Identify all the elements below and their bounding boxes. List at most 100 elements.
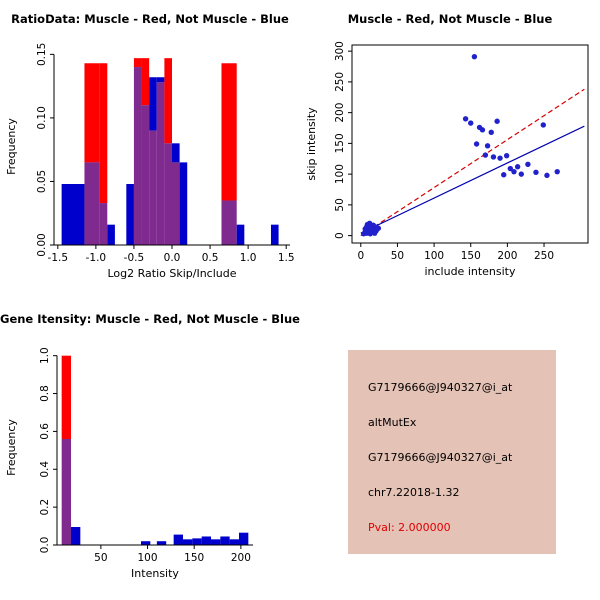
hist-bar-red bbox=[99, 63, 108, 204]
fit-line-dashed bbox=[360, 88, 585, 237]
x-tick-label: 200 bbox=[497, 250, 517, 262]
x-tick-label: 0.0 bbox=[164, 252, 181, 264]
hist-bar-blue bbox=[183, 539, 193, 545]
gene-intensity-plot: 50 100 150 200 0.0 0.2 0.4 0.6 0.8 1.0 Intensity Fr… bbox=[5, 347, 253, 580]
probe-id-repeat-line: G7179666@J940327@i_at bbox=[368, 451, 513, 464]
y-tick-label: 0.00 bbox=[36, 233, 48, 256]
scatter-point bbox=[554, 168, 560, 175]
hist-bar-overlap bbox=[156, 82, 165, 245]
scatter-point bbox=[372, 230, 378, 236]
info-panel: G7179666@J940327@i_at altMutEx G7179666@… bbox=[300, 300, 600, 600]
scatter-point bbox=[482, 152, 489, 158]
y-axis-label: skip intensity bbox=[305, 107, 318, 181]
hist-bar-blue bbox=[126, 183, 134, 245]
y-tick-label: 1.0 bbox=[39, 347, 51, 364]
hist-bar-blue bbox=[141, 541, 151, 545]
x-tick-label: 150 bbox=[184, 552, 204, 564]
x-tick-label: 100 bbox=[424, 250, 444, 262]
scatter-point bbox=[511, 168, 517, 175]
hist-bar-blue bbox=[156, 77, 165, 83]
scatter-point bbox=[479, 127, 486, 133]
event-type-line: altMutEx bbox=[368, 416, 417, 429]
scatter-point bbox=[473, 141, 480, 147]
hist-bar-blue bbox=[149, 77, 157, 131]
x-tick-label: 0.5 bbox=[202, 252, 219, 264]
y-axis-label: Frequency bbox=[5, 419, 18, 476]
hist-bar-overlap bbox=[61, 438, 71, 545]
scatter-point bbox=[503, 152, 510, 159]
hist-bar-blue bbox=[201, 536, 211, 545]
y-axis-label: Frequency bbox=[5, 118, 18, 175]
hist-bar-blue bbox=[173, 534, 183, 545]
ratio-histogram-title: RatioData: Muscle - Red, Not Muscle - Bl… bbox=[11, 12, 289, 26]
x-tick-label: 200 bbox=[231, 552, 251, 564]
hist-bar-overlap bbox=[141, 105, 150, 246]
y-tick-label: 0.10 bbox=[36, 106, 48, 129]
hist-bar-red bbox=[141, 58, 150, 106]
scatter-point bbox=[533, 169, 539, 175]
hist-bar-blue bbox=[156, 541, 167, 545]
y-tick-label: 0.6 bbox=[39, 423, 51, 440]
x-tick-label: 50 bbox=[391, 250, 404, 262]
y-tick-label: 0.2 bbox=[39, 499, 51, 516]
hist-bar-red bbox=[133, 58, 142, 68]
ratio-histogram-panel: RatioData: Muscle - Red, Not Muscle - Bl… bbox=[0, 0, 300, 300]
scatter-point bbox=[525, 161, 531, 167]
probe-id-line: G7179666@J940327@i_at bbox=[368, 381, 513, 394]
hist-bar-blue bbox=[172, 143, 180, 163]
y-tick-label: 0.8 bbox=[39, 385, 51, 402]
plot-box bbox=[351, 44, 589, 244]
fit-line-solid bbox=[360, 125, 585, 234]
x-tick-label: 1.0 bbox=[240, 252, 257, 264]
gene-intensity-title: Gene Itensity: Muscle - Red, Not Muscle … bbox=[0, 312, 300, 326]
hist-bar-blue bbox=[61, 183, 85, 245]
scatter-point bbox=[488, 129, 494, 136]
x-tick-label: 1.5 bbox=[278, 252, 295, 264]
scatter-point bbox=[490, 154, 497, 160]
hist-bar-blue bbox=[270, 224, 279, 245]
scatter-point bbox=[540, 122, 546, 128]
hist-bar-overlap bbox=[172, 162, 180, 245]
hist-bar-blue bbox=[236, 224, 245, 245]
x-tick-label: -0.5 bbox=[124, 252, 145, 264]
hist-bar-red bbox=[61, 355, 71, 439]
scatter-point bbox=[497, 155, 503, 161]
hist-bar-red bbox=[164, 58, 172, 144]
y-tick-label: 100 bbox=[334, 164, 346, 184]
hist-bar-blue bbox=[179, 162, 188, 245]
hist-bar-overlap bbox=[133, 67, 142, 245]
hist-bar-overlap bbox=[164, 143, 172, 245]
intensity-scatter-plot: 0 50 100 150 200 250 0 50 100 150 200 250 300 include… bbox=[305, 41, 589, 278]
hist-bar-blue bbox=[211, 539, 221, 545]
y-tick-label: 300 bbox=[334, 41, 346, 61]
hist-bar-red bbox=[221, 63, 237, 201]
scatter-point bbox=[366, 220, 373, 227]
scatter-point bbox=[375, 225, 382, 231]
y-tick-label: 250 bbox=[334, 72, 346, 92]
gene-intensity-histogram-panel: Gene Itensity: Muscle - Red, Not Muscle … bbox=[0, 300, 300, 600]
hist-bar-overlap bbox=[99, 203, 108, 245]
y-tick-label: 150 bbox=[334, 133, 346, 153]
hist-bar-overlap bbox=[221, 200, 237, 245]
x-tick-label: -1.5 bbox=[48, 252, 69, 264]
scatter-point bbox=[501, 172, 507, 178]
hist-bar-red bbox=[84, 63, 100, 163]
scatter-point bbox=[494, 118, 500, 124]
hist-bar-blue bbox=[71, 527, 81, 545]
x-axis-label: Log2 Ratio Skip/Include bbox=[107, 267, 236, 280]
x-axis-label: include intensity bbox=[424, 265, 516, 278]
scatter-point bbox=[468, 120, 474, 126]
y-tick-label: 0.4 bbox=[39, 461, 51, 478]
scatter-point bbox=[518, 171, 525, 177]
x-tick-label: 150 bbox=[461, 250, 481, 262]
hist-bar-overlap bbox=[149, 130, 157, 245]
scatter-point bbox=[507, 165, 514, 172]
ratio-histogram-plot: -1.5 -1.0 -0.5 0.0 0.5 1.0 1.5 0.00 0.05 0.10 0.15… bbox=[5, 43, 295, 280]
y-tick-label: 0.05 bbox=[36, 170, 48, 193]
hist-bar-blue bbox=[239, 532, 249, 545]
y-tick-label: 200 bbox=[334, 103, 346, 123]
y-tick-label: 50 bbox=[334, 198, 346, 211]
scatter-point bbox=[471, 53, 478, 60]
x-tick-label: 50 bbox=[94, 552, 107, 564]
